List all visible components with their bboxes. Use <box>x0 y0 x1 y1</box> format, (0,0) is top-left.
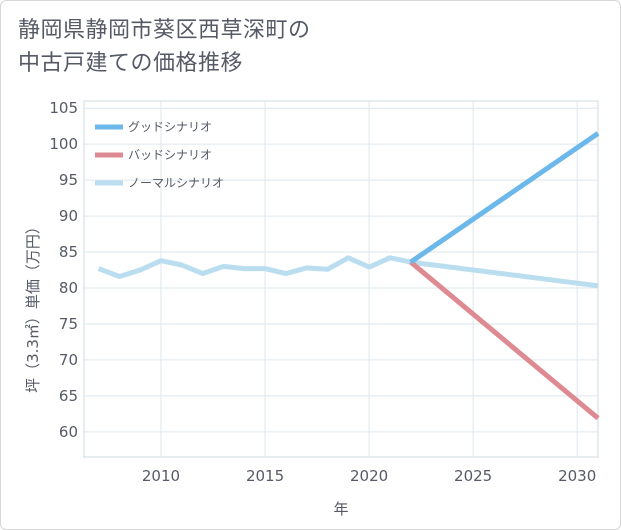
y-tick-90: 90 <box>59 207 78 225</box>
y-axis-title: 坪（3.3㎡）単価（万円） <box>24 219 42 393</box>
tick-labels: 60 65 70 75 80 85 90 95 100 105 2010 2015 2020 2025 20… <box>49 99 596 485</box>
x-tick-2010: 2010 <box>142 467 180 485</box>
y-tick-85: 85 <box>59 243 78 261</box>
y-tick-75: 75 <box>59 315 78 333</box>
chart-title-line2: 中古戸建ての価格推移 <box>18 51 244 76</box>
y-tick-65: 65 <box>59 387 78 405</box>
x-tick-2015: 2015 <box>246 467 284 485</box>
chart-title-line1: 静岡県静岡市葵区西草深町の <box>18 18 311 43</box>
series-line-0 <box>409 131 600 265</box>
legend-label-2: ノーマルシナリオ <box>128 176 224 190</box>
series-line-2 <box>97 255 599 289</box>
y-tick-105: 105 <box>49 99 78 117</box>
legend-label-0: グッドシナリオ <box>128 120 212 134</box>
y-tick-95: 95 <box>59 171 78 189</box>
x-tick-2020: 2020 <box>350 467 388 485</box>
legend-label-1: バッドシナリオ <box>128 148 212 162</box>
x-tick-2025: 2025 <box>454 467 492 485</box>
x-axis-title: 年 <box>333 500 348 518</box>
series-line-1 <box>409 260 600 421</box>
y-tick-80: 80 <box>59 279 78 297</box>
plot-area <box>83 100 599 458</box>
chart-title: 静岡県静岡市葵区西草深町の 中古戸建ての価格推移 <box>18 14 311 80</box>
series-layer <box>97 131 600 421</box>
x-tick-2030: 2030 <box>558 467 596 485</box>
gridlines <box>84 101 598 457</box>
y-tick-60: 60 <box>59 423 78 441</box>
y-tick-70: 70 <box>59 351 78 369</box>
y-tick-100: 100 <box>49 135 78 153</box>
